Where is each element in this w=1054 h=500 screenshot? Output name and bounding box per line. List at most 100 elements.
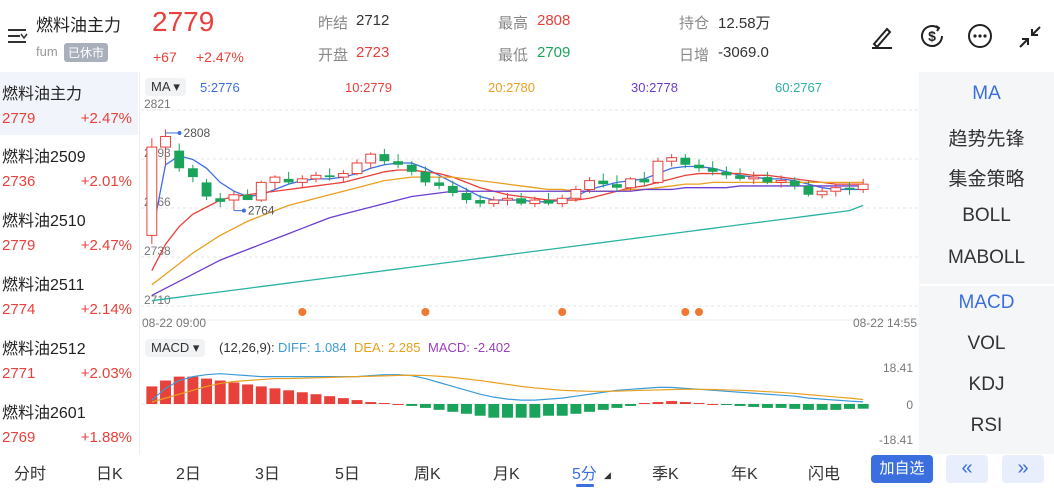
svg-text:$: $ xyxy=(928,28,936,44)
add-watchlist-button[interactable]: 加自选 xyxy=(871,455,933,483)
indicator-vol[interactable]: VOL xyxy=(967,333,1006,354)
daily-increase-value: -3069.0 xyxy=(718,44,769,61)
period-weekly[interactable]: 周K xyxy=(414,466,441,483)
ma10-legend: 10:2779 xyxy=(345,80,392,95)
macd-bar xyxy=(844,404,855,409)
period-5day[interactable]: 5日 xyxy=(335,466,360,483)
period-2day[interactable]: 2日 xyxy=(176,466,201,483)
quote-header: 燃料油主力 fum 已休市 2779 +67 +2.47% 昨结 2712 开盘… xyxy=(0,0,1054,72)
more-icon[interactable] xyxy=(966,22,994,50)
candle-body xyxy=(215,198,226,202)
period-intraday[interactable]: 分时 xyxy=(14,466,47,483)
indicator-rsi[interactable]: RSI xyxy=(970,415,1003,436)
macd-chart[interactable]: 18.41 0 -18.41 xyxy=(141,360,919,452)
candle-body xyxy=(160,135,171,148)
ma5-legend: 5:2776 xyxy=(200,80,240,95)
contract-item-price: 2771 xyxy=(2,365,36,382)
contract-item-pct: +2.47% xyxy=(80,237,132,254)
contract-item[interactable]: 燃料油2510 2779 +2.47% xyxy=(0,199,138,262)
prev-button[interactable]: « xyxy=(946,455,988,483)
macd-bar xyxy=(460,404,472,414)
contract-item[interactable]: 燃料油2511 2774 +2.14% xyxy=(0,263,138,326)
indicator-macd[interactable]: MACD xyxy=(958,292,1015,313)
draw-icon[interactable] xyxy=(868,22,896,50)
period-5min[interactable]: 5分 xyxy=(572,466,597,483)
period-quarterly[interactable]: 季K xyxy=(652,466,679,483)
next-button[interactable]: » xyxy=(1002,455,1044,483)
currency-icon[interactable]: $ xyxy=(917,21,947,51)
panel-divider xyxy=(919,284,1054,286)
candle-body xyxy=(639,178,650,183)
open-value: 2723 xyxy=(356,44,390,61)
macd-bar xyxy=(802,404,814,410)
period-dropdown-icon[interactable]: ◢ xyxy=(604,470,611,480)
macd-bar xyxy=(283,390,295,404)
macd-selector-label: MACD xyxy=(151,340,190,355)
indicator-kdj[interactable]: KDJ xyxy=(968,374,1005,395)
contract-item[interactable]: 燃料油2512 2771 +2.03% xyxy=(0,327,138,390)
macd-bar xyxy=(146,386,158,404)
price-change-pct: +2.47% xyxy=(196,49,244,65)
period-3day[interactable]: 3日 xyxy=(255,466,280,483)
period-flash[interactable]: 闪电 xyxy=(808,466,841,483)
macd-bar xyxy=(488,404,500,418)
candle-body xyxy=(598,180,609,185)
macd-axis-label: -18.41 xyxy=(879,433,913,447)
ma-line-ma60 xyxy=(151,204,864,302)
contract-name[interactable]: 燃料油主力 xyxy=(36,16,121,35)
candle-body xyxy=(296,178,308,183)
indicator-boll[interactable]: BOLL xyxy=(962,205,1011,226)
open-interest-value: 12.58万 xyxy=(718,15,771,32)
macd-bar xyxy=(857,404,869,409)
prev-settle-label: 昨结 xyxy=(318,15,349,32)
low-annotation-label: 2764 xyxy=(248,204,275,218)
contract-item-pct: +2.01% xyxy=(80,173,132,190)
macd-bar xyxy=(543,404,555,416)
contract-item[interactable]: 燃料油2601 2769 +1.88% xyxy=(0,391,138,454)
chevron-down-icon: ▾ xyxy=(192,340,200,355)
contract-item-name: 燃料油2512 xyxy=(2,341,86,358)
macd-bar xyxy=(406,404,418,406)
indicator-maboll[interactable]: MABOLL xyxy=(947,247,1026,268)
candle-body xyxy=(310,174,322,180)
candle-body xyxy=(830,187,842,192)
candle-body xyxy=(735,175,745,179)
contract-item-name: 燃料油2509 xyxy=(2,149,86,166)
double-chevron-right-icon: » xyxy=(1017,457,1029,479)
candle-body xyxy=(201,182,212,197)
candle-body xyxy=(584,180,595,190)
active-period-indicator xyxy=(576,484,594,487)
price-axis-label: 2821 xyxy=(144,98,171,111)
contract-item[interactable]: 燃料油2509 2736 +2.01% xyxy=(0,135,138,198)
candle-body xyxy=(365,153,377,164)
event-marker xyxy=(421,308,430,316)
candle-body xyxy=(461,192,472,201)
macd-bar xyxy=(816,404,828,410)
collapse-icon[interactable] xyxy=(1016,23,1044,51)
indicator-capital-strategy[interactable]: 集金策略 xyxy=(948,169,1025,190)
daily-increase-label: 日增 xyxy=(679,47,710,64)
candle-body xyxy=(475,200,486,204)
low-annotation-dot xyxy=(241,208,246,213)
contract-item[interactable]: 燃料油主力 2779 +2.47% xyxy=(0,72,138,135)
low-value: 2709 xyxy=(537,44,571,61)
indicator-ma[interactable]: MA xyxy=(972,83,1001,104)
candle-body xyxy=(269,176,281,183)
period-monthly[interactable]: 月K xyxy=(493,466,520,483)
contract-item-pct: +2.47% xyxy=(80,110,132,127)
ma-selector[interactable]: MA ▾ xyxy=(145,78,186,96)
candle-body xyxy=(844,187,855,190)
candle-body xyxy=(337,173,349,178)
event-marker xyxy=(558,308,567,316)
menu-icon[interactable] xyxy=(6,24,28,46)
macd-selector[interactable]: MACD ▾ xyxy=(145,339,206,357)
time-start-label: 08-22 09:00 xyxy=(142,316,206,330)
contract-item-price: 2779 xyxy=(2,237,36,254)
period-yearly[interactable]: 年K xyxy=(731,466,758,483)
contract-code: fum xyxy=(36,44,58,59)
macd-axis-label: 18.41 xyxy=(883,361,913,375)
candle-body xyxy=(652,160,664,183)
period-daily[interactable]: 日K xyxy=(96,466,123,483)
indicator-trend-pioneer[interactable]: 趋势先锋 xyxy=(948,129,1025,150)
